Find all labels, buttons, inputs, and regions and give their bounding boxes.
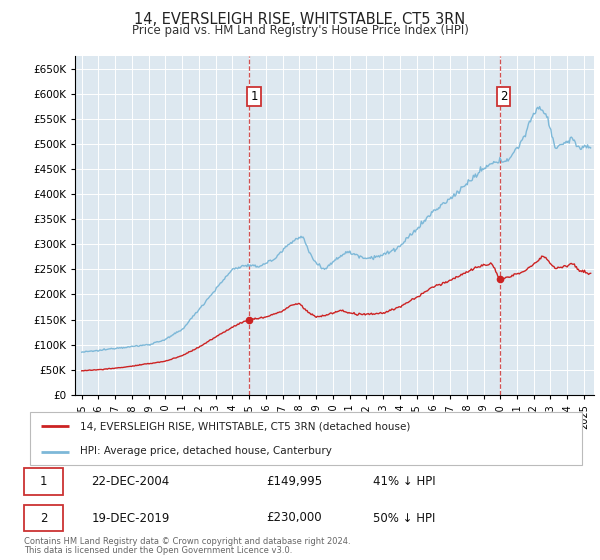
Text: £149,995: £149,995 <box>266 475 322 488</box>
Text: 19-DEC-2019: 19-DEC-2019 <box>91 511 170 525</box>
Text: 2: 2 <box>40 511 47 525</box>
Text: Price paid vs. HM Land Registry's House Price Index (HPI): Price paid vs. HM Land Registry's House … <box>131 24 469 37</box>
Text: £230,000: £230,000 <box>266 511 322 525</box>
Text: 50% ↓ HPI: 50% ↓ HPI <box>373 511 436 525</box>
Text: 1: 1 <box>250 90 258 102</box>
Text: 14, EVERSLEIGH RISE, WHITSTABLE, CT5 3RN: 14, EVERSLEIGH RISE, WHITSTABLE, CT5 3RN <box>134 12 466 27</box>
Text: This data is licensed under the Open Government Licence v3.0.: This data is licensed under the Open Gov… <box>24 545 292 555</box>
Text: 1: 1 <box>40 475 47 488</box>
FancyBboxPatch shape <box>23 468 63 495</box>
Text: Contains HM Land Registry data © Crown copyright and database right 2024.: Contains HM Land Registry data © Crown c… <box>24 538 350 547</box>
Text: 14, EVERSLEIGH RISE, WHITSTABLE, CT5 3RN (detached house): 14, EVERSLEIGH RISE, WHITSTABLE, CT5 3RN… <box>80 422 410 432</box>
Text: 2: 2 <box>500 90 508 102</box>
FancyBboxPatch shape <box>30 412 582 465</box>
Text: 22-DEC-2004: 22-DEC-2004 <box>91 475 170 488</box>
FancyBboxPatch shape <box>23 505 63 531</box>
Text: HPI: Average price, detached house, Canterbury: HPI: Average price, detached house, Cant… <box>80 446 332 456</box>
Text: 41% ↓ HPI: 41% ↓ HPI <box>373 475 436 488</box>
